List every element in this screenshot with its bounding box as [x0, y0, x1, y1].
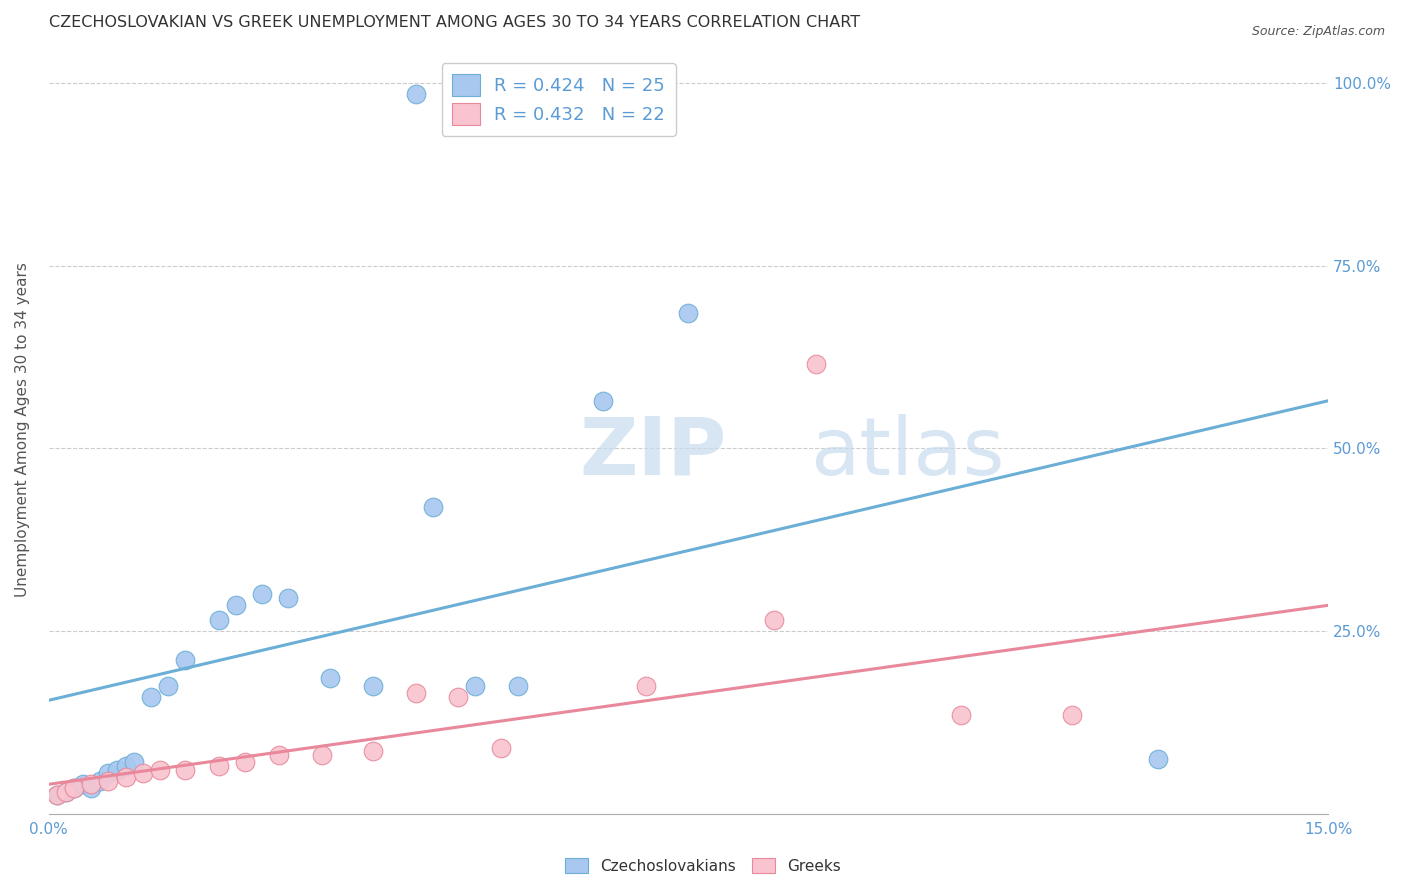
Point [762, 613, 785, 627]
Point [447, 690, 470, 704]
Text: atlas: atlas [810, 414, 1004, 492]
Point [174, 653, 197, 667]
Point [97, 766, 120, 780]
Point [114, 770, 136, 784]
Y-axis label: Unemployment Among Ages 30 to 34 years: Unemployment Among Ages 30 to 34 years [15, 262, 30, 598]
Point [250, 587, 273, 601]
Point [489, 740, 512, 755]
Point [208, 759, 231, 773]
Point [634, 679, 657, 693]
Point [361, 679, 384, 693]
Point [131, 766, 153, 780]
Point [157, 679, 180, 693]
Point [80, 780, 103, 795]
Point [139, 690, 162, 704]
Point [361, 744, 384, 758]
Point [311, 748, 333, 763]
Point [950, 707, 973, 722]
Point [806, 357, 828, 371]
Point [464, 679, 486, 693]
Point [506, 679, 529, 693]
Point [208, 613, 231, 627]
Point [46, 789, 69, 803]
Point [592, 393, 614, 408]
Point [114, 759, 136, 773]
Point [405, 686, 427, 700]
Point [72, 777, 94, 791]
Point [267, 748, 290, 763]
Point [174, 763, 197, 777]
Point [63, 780, 86, 795]
Point [1062, 707, 1084, 722]
Legend: R = 0.424   N = 25, R = 0.432   N = 22: R = 0.424 N = 25, R = 0.432 N = 22 [441, 63, 675, 136]
Point [277, 591, 299, 605]
Point [225, 599, 247, 613]
Point [1146, 752, 1168, 766]
Point [422, 500, 444, 514]
Point [55, 784, 77, 798]
Point [46, 789, 69, 803]
Point [55, 784, 77, 798]
Point [89, 773, 111, 788]
Point [63, 780, 86, 795]
Legend: Czechoslovakians, Greeks: Czechoslovakians, Greeks [560, 852, 846, 880]
Point [122, 756, 145, 770]
Point [319, 672, 342, 686]
Text: Source: ZipAtlas.com: Source: ZipAtlas.com [1251, 25, 1385, 38]
Text: CZECHOSLOVAKIAN VS GREEK UNEMPLOYMENT AMONG AGES 30 TO 34 YEARS CORRELATION CHAR: CZECHOSLOVAKIAN VS GREEK UNEMPLOYMENT AM… [49, 15, 860, 30]
Text: ZIP: ZIP [579, 414, 727, 492]
Point [233, 756, 256, 770]
Point [149, 763, 172, 777]
Point [97, 773, 120, 788]
Point [80, 777, 103, 791]
Point [678, 306, 700, 320]
Point [405, 87, 427, 101]
Point [105, 763, 128, 777]
